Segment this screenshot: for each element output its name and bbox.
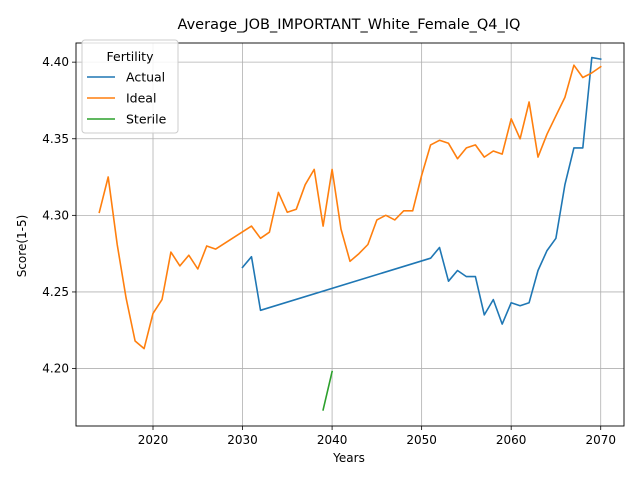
- y-tick-label: 4.30: [42, 208, 69, 222]
- legend-label: Ideal: [126, 91, 156, 106]
- series-line-ideal: [98, 64, 602, 350]
- x-tick-label: 2020: [138, 433, 169, 447]
- y-tick-label: 4.20: [42, 362, 69, 376]
- legend-label: Sterile: [126, 112, 167, 127]
- x-tick-label: 2050: [406, 433, 437, 447]
- legend-item-actual: Actual: [87, 70, 165, 85]
- x-tick-label: 2060: [496, 433, 527, 447]
- legend-item-ideal: Ideal: [87, 91, 156, 106]
- y-tick-label: 4.40: [42, 55, 69, 69]
- legend-label: Actual: [126, 70, 165, 85]
- series-line-actual: [241, 56, 602, 325]
- y-tick-label: 4.25: [42, 285, 69, 299]
- x-axis-label: Years: [332, 451, 365, 465]
- series-layer: [98, 56, 602, 411]
- legend-item-sterile: Sterile: [87, 112, 167, 127]
- legend-title: Fertility: [107, 49, 155, 64]
- series-line-sterile: [322, 370, 334, 411]
- x-tick-label: 2040: [317, 433, 348, 447]
- grid: [76, 43, 624, 426]
- chart-title: Average_JOB_IMPORTANT_White_Female_Q4_IQ: [178, 17, 521, 33]
- plot-frame: [75, 42, 625, 427]
- legend: Fertility Actual Ideal Sterile: [81, 39, 179, 134]
- x-tick-label: 2030: [227, 433, 258, 447]
- legend-items: Actual Ideal Sterile: [87, 70, 167, 127]
- legend-box: [81, 39, 179, 134]
- x-axis-ticks: 2020 2030 2040 2050 2060 2070: [138, 426, 616, 447]
- x-tick-label: 2070: [585, 433, 616, 447]
- y-axis-label: Score(1-5): [15, 215, 29, 278]
- y-axis-ticks: 4.20 4.25 4.30 4.35 4.40: [42, 55, 76, 376]
- y-tick-label: 4.35: [42, 132, 69, 146]
